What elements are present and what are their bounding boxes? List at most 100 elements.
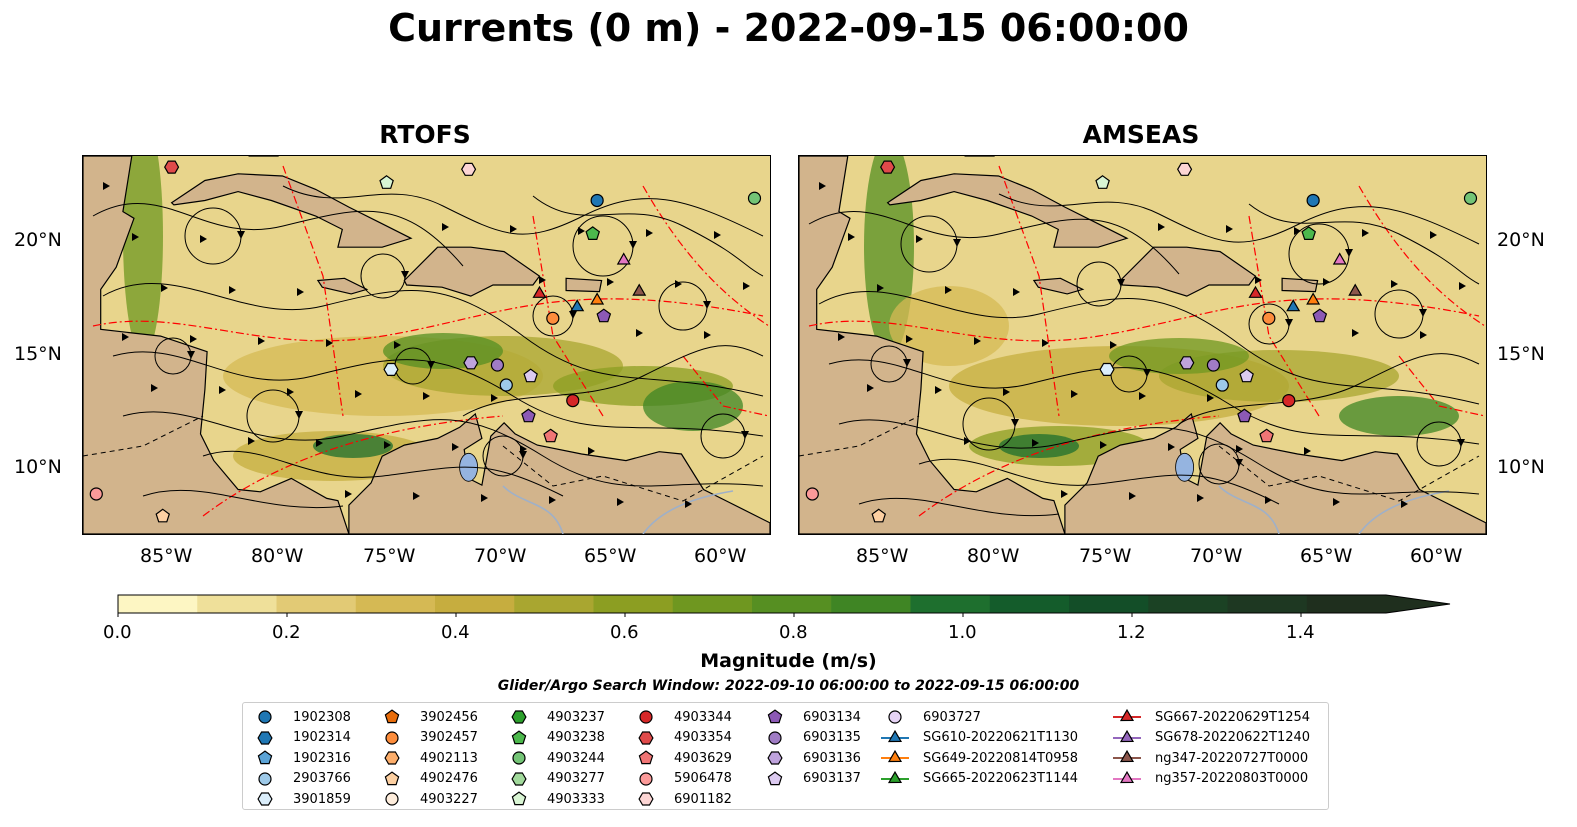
circle-float-marker[interactable] bbox=[499, 378, 513, 392]
triangle-marker-icon[interactable] bbox=[1119, 729, 1135, 742]
circle-marker-icon[interactable] bbox=[512, 751, 526, 765]
hexagon-marker-icon[interactable] bbox=[767, 751, 783, 765]
flow-arrow-icon bbox=[122, 333, 129, 341]
colorbar-segment bbox=[1148, 595, 1228, 613]
circle-marker-icon[interactable] bbox=[888, 710, 902, 724]
pentagon-float-marker[interactable] bbox=[596, 308, 612, 323]
circle-marker-icon[interactable] bbox=[385, 731, 399, 745]
triangle-float-marker[interactable] bbox=[1286, 299, 1301, 312]
circle-float-marker[interactable] bbox=[1306, 193, 1320, 208]
hexagon-float-marker[interactable] bbox=[1179, 356, 1195, 370]
pentagon-marker-icon[interactable] bbox=[638, 750, 654, 765]
hexagon-marker-icon[interactable] bbox=[257, 792, 273, 806]
hexagon-float-marker[interactable] bbox=[1177, 162, 1193, 176]
colorbar-segment bbox=[831, 595, 911, 613]
legend-label: 3902456 bbox=[420, 709, 478, 725]
hexagon-marker-icon[interactable] bbox=[511, 772, 527, 786]
triangle-marker-icon[interactable] bbox=[887, 770, 903, 783]
pentagon-float-marker[interactable] bbox=[1301, 226, 1317, 241]
pentagon-marker-icon[interactable] bbox=[511, 730, 527, 744]
circle-marker-icon[interactable] bbox=[258, 772, 272, 786]
flow-arrow-icon bbox=[297, 288, 304, 296]
circle-float-marker[interactable] bbox=[566, 393, 580, 408]
circle-float-marker[interactable] bbox=[1262, 311, 1276, 325]
triangle-marker-icon[interactable] bbox=[887, 750, 903, 763]
circle-marker-icon[interactable] bbox=[639, 772, 653, 786]
triangle-float-marker[interactable] bbox=[616, 252, 631, 265]
hexagon-float-marker[interactable] bbox=[461, 162, 477, 176]
streamline bbox=[202, 450, 564, 497]
circle-float-marker[interactable] bbox=[1463, 191, 1478, 205]
triangle-float-marker[interactable] bbox=[570, 299, 585, 312]
circle-float-marker[interactable] bbox=[1215, 378, 1229, 392]
circle-marker-icon[interactable] bbox=[258, 710, 272, 724]
triangle-float-marker[interactable] bbox=[590, 292, 605, 305]
pentagon-float-marker[interactable] bbox=[155, 508, 171, 523]
triangle-float-marker[interactable] bbox=[632, 283, 647, 296]
triangle-float-marker[interactable] bbox=[532, 285, 547, 298]
pentagon-float-marker[interactable] bbox=[1237, 408, 1252, 423]
land-area bbox=[1281, 277, 1319, 293]
triangle-marker-icon[interactable] bbox=[1119, 709, 1135, 722]
pentagon-marker-icon[interactable] bbox=[257, 750, 273, 765]
pentagon-float-marker[interactable] bbox=[585, 226, 601, 241]
circle-marker-icon[interactable] bbox=[639, 710, 653, 724]
hexagon-marker-icon[interactable] bbox=[638, 731, 654, 745]
colorbar-tick: 0.0 bbox=[103, 622, 132, 643]
hexagon-float-marker[interactable] bbox=[880, 160, 896, 174]
circle-float-marker[interactable] bbox=[747, 191, 762, 205]
triangle-marker-icon[interactable] bbox=[1119, 750, 1135, 763]
legend-item: 4903238 bbox=[505, 728, 605, 749]
circle-float-marker[interactable] bbox=[1206, 358, 1221, 372]
pentagon-marker-icon[interactable] bbox=[384, 771, 400, 785]
pentagon-float-marker[interactable] bbox=[521, 408, 536, 423]
lon-label: 80°W bbox=[967, 545, 1020, 567]
hexagon-float-marker[interactable] bbox=[164, 160, 180, 174]
flow-arrow-icon bbox=[355, 390, 362, 398]
hexagon-float-marker[interactable] bbox=[1099, 362, 1115, 376]
pentagon-float-marker[interactable] bbox=[1259, 428, 1274, 443]
triangle-float-marker[interactable] bbox=[1306, 292, 1321, 305]
circle-float-marker[interactable] bbox=[89, 487, 103, 501]
pentagon-float-marker[interactable] bbox=[1239, 368, 1254, 383]
rtofs-map[interactable] bbox=[82, 155, 771, 535]
pentagon-marker-icon[interactable] bbox=[767, 709, 783, 724]
pentagon-marker-icon[interactable] bbox=[511, 791, 527, 806]
flow-arrow-icon bbox=[1333, 498, 1340, 506]
pentagon-float-marker[interactable] bbox=[543, 428, 558, 443]
colorbar-tick: 1.4 bbox=[1286, 622, 1315, 643]
triangle-marker-icon[interactable] bbox=[1119, 770, 1135, 783]
triangle-float-marker[interactable] bbox=[1348, 283, 1363, 296]
colorbar-tick: 1.0 bbox=[948, 622, 977, 643]
colorbar-segment bbox=[1227, 595, 1308, 613]
legend-item: 4903277 bbox=[505, 769, 605, 790]
circle-float-marker[interactable] bbox=[590, 193, 604, 208]
triangle-float-marker[interactable] bbox=[1248, 285, 1263, 298]
circle-float-marker[interactable] bbox=[1282, 393, 1296, 408]
legend-item: SG678-20220622T1240 bbox=[1113, 728, 1310, 749]
streamline bbox=[92, 203, 464, 267]
hexagon-marker-icon[interactable] bbox=[638, 792, 654, 806]
circle-float-marker[interactable] bbox=[546, 311, 560, 325]
triangle-float-marker[interactable] bbox=[1332, 252, 1347, 265]
pentagon-float-marker[interactable] bbox=[871, 508, 887, 523]
hexagon-marker-icon[interactable] bbox=[384, 751, 400, 765]
pentagon-float-marker[interactable] bbox=[379, 175, 394, 189]
circle-float-marker[interactable] bbox=[490, 358, 505, 372]
circle-marker-icon[interactable] bbox=[768, 731, 782, 745]
circle-marker-icon[interactable] bbox=[385, 792, 399, 806]
hexagon-float-marker[interactable] bbox=[383, 362, 399, 376]
flow-arrow-icon bbox=[704, 331, 711, 339]
triangle-marker-icon[interactable] bbox=[887, 729, 903, 742]
circle-float-marker[interactable] bbox=[805, 487, 819, 501]
hexagon-marker-icon[interactable] bbox=[511, 710, 527, 724]
search-window-text: Glider/Argo Search Window: 2022-09-10 06… bbox=[497, 678, 1080, 694]
pentagon-marker-icon[interactable] bbox=[767, 771, 783, 785]
hexagon-float-marker[interactable] bbox=[463, 356, 479, 370]
amseas-map[interactable] bbox=[798, 155, 1487, 535]
pentagon-float-marker[interactable] bbox=[1095, 175, 1110, 189]
pentagon-marker-icon[interactable] bbox=[384, 709, 400, 724]
hexagon-marker-icon[interactable] bbox=[257, 731, 273, 745]
pentagon-float-marker[interactable] bbox=[523, 368, 538, 383]
pentagon-float-marker[interactable] bbox=[1312, 308, 1328, 323]
